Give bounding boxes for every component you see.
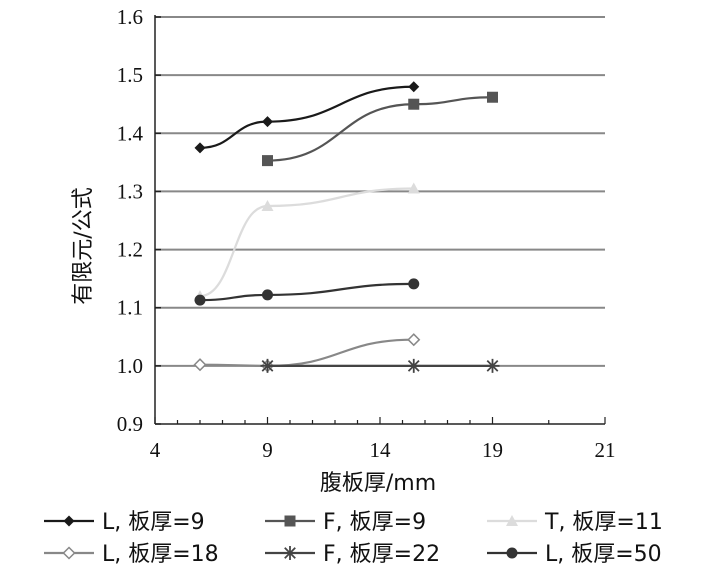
legend-item-0: L, 板厚=9 <box>44 510 205 535</box>
series-line <box>199 187 414 298</box>
x-tick-label: 4 <box>150 438 161 462</box>
series-4 <box>260 358 500 373</box>
legend-label: F, 板厚=9 <box>323 510 426 535</box>
x-tick-label: 21 <box>595 438 616 462</box>
series-line <box>267 96 493 162</box>
legend-label: L, 板厚=18 <box>102 542 219 567</box>
series-layer <box>193 81 500 373</box>
legend-item-4: F, 板厚=22 <box>265 542 440 567</box>
data-point <box>487 91 498 103</box>
y-tick-label: 1.4 <box>117 121 144 145</box>
series-5 <box>194 278 420 306</box>
x-tick-label: 9 <box>262 438 273 462</box>
data-point <box>194 294 206 306</box>
x-tick-label: 14 <box>370 438 392 462</box>
legend-item-5: L, 板厚=50 <box>487 542 662 567</box>
y-tick-label: 1.5 <box>117 63 143 87</box>
data-point <box>194 142 206 154</box>
y-tick-label: 1.3 <box>117 179 143 203</box>
y-tick-label: 1.0 <box>117 354 143 378</box>
x-axis-title: 腹板厚/mm <box>320 471 436 496</box>
legend: L, 板厚=9 F, 板厚=9 T, 板厚=11 L, 板厚=18 F, 板厚=22 L,… <box>44 510 663 567</box>
series-0 <box>194 81 420 154</box>
data-point <box>408 278 420 290</box>
data-point <box>406 358 421 373</box>
legend-item-1: F, 板厚=9 <box>265 510 426 535</box>
data-point <box>262 289 273 301</box>
data-point <box>485 358 500 373</box>
data-point <box>193 358 207 372</box>
series-line <box>199 85 414 149</box>
data-point <box>407 182 420 194</box>
series-line <box>199 338 414 367</box>
legend-swatch-marker <box>283 546 297 560</box>
y-tick-label: 1.6 <box>117 5 143 29</box>
y-axis-title: 有限元/公式 <box>71 187 96 304</box>
legend-swatch-marker <box>63 515 75 527</box>
legend-item-3: L, 板厚=18 <box>44 542 219 567</box>
series-line <box>199 282 414 302</box>
data-point <box>407 333 421 347</box>
data-point <box>262 155 273 167</box>
data-point <box>408 81 420 93</box>
legend-swatch-marker <box>62 546 76 560</box>
data-point <box>260 358 275 373</box>
legend-swatch-marker <box>284 515 296 527</box>
grid-lines <box>155 16 605 367</box>
data-point <box>408 98 420 110</box>
data-point <box>262 116 273 128</box>
series-2 <box>194 182 420 302</box>
x-tick-label: 19 <box>482 438 503 462</box>
y-tick-label: 1.1 <box>117 296 143 320</box>
legend-label: F, 板厚=22 <box>323 542 440 567</box>
legend-item-2: T, 板厚=11 <box>487 510 663 535</box>
y-tick-label: 1.2 <box>117 238 143 262</box>
legend-label: T, 板厚=11 <box>544 510 663 535</box>
series-1 <box>262 91 498 167</box>
legend-label: L, 板厚=50 <box>545 542 662 567</box>
y-tick-label: 0.9 <box>117 412 143 436</box>
tick-labels: 0.9 1.0 1.1 1.2 1.3 1.4 1.5 1.6 4 9 14 19 21 <box>117 5 616 462</box>
data-point <box>261 199 274 211</box>
legend-swatch-marker <box>506 515 518 526</box>
axes <box>154 15 606 425</box>
legend-label: L, 板厚=9 <box>102 510 205 535</box>
legend-swatch-marker <box>506 547 518 559</box>
